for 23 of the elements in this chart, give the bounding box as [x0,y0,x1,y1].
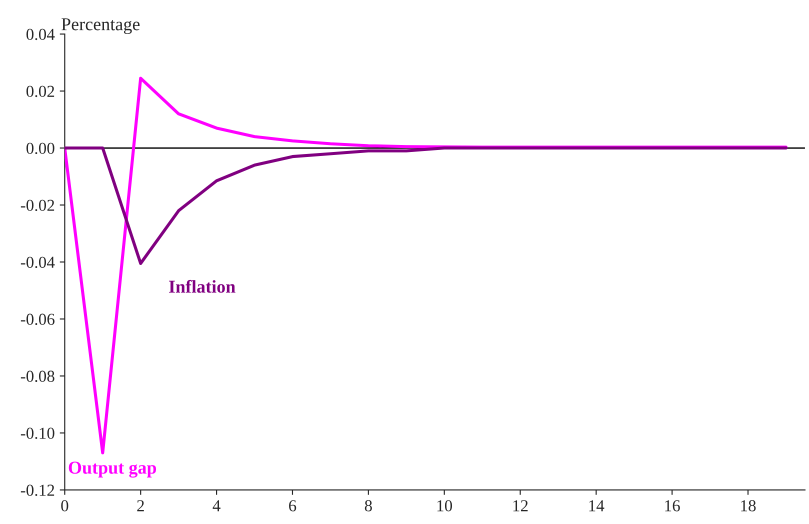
line-series [64,146,788,265]
x-tick-label: 18 [741,500,756,512]
x-tick-label: 6 [289,500,296,512]
x-tick-label: 14 [589,500,604,512]
x-tick-label: 0 [61,500,68,512]
x-tick-label: 16 [665,500,680,512]
y-tick-label: -0.06 [20,314,54,326]
y-tick-label: 0.00 [26,142,54,154]
y-axis-title: Percentage [62,18,140,34]
y-tick-label: -0.12 [20,484,54,496]
x-tick-label: 10 [437,500,452,512]
y-tick-label: 0.02 [26,86,54,98]
x-tick-label: 8 [364,500,372,512]
y-tick-label: -0.02 [20,200,54,212]
x-tick-label: 4 [212,500,220,512]
y-tick-label: 0.04 [26,28,55,40]
series-label: Inflation [169,280,236,293]
x-tick-label: 12 [513,500,528,512]
y-tick-label: -0.04 [20,256,55,268]
y-tick-label: -0.08 [20,370,54,382]
y-tick-label: -0.10 [20,428,54,439]
x-tick-label: 2 [137,500,144,512]
series-label: Output gap [68,462,156,478]
